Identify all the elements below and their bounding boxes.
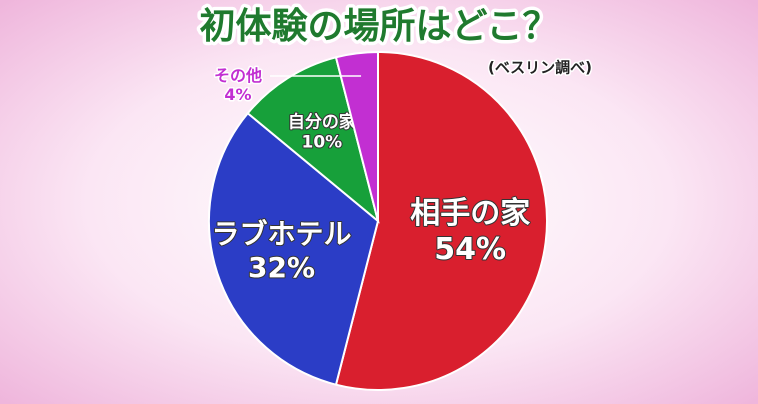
pie-slice xyxy=(334,50,379,222)
pie-slice xyxy=(334,50,548,391)
slice-label: 相手の家 xyxy=(410,196,530,231)
pie-slice xyxy=(246,56,380,224)
value-label: 4% xyxy=(224,85,251,104)
value-label: 32% xyxy=(248,251,315,284)
slice-label: 自分の家 xyxy=(288,111,356,132)
slice-label: その他 xyxy=(214,66,262,85)
value-label: 54% xyxy=(434,232,506,267)
pie-slice xyxy=(207,111,380,386)
chart-title: 初体験の場所はどこ？ xyxy=(200,6,559,47)
slice-label: ラブホテル xyxy=(212,218,352,251)
value-label: 10% xyxy=(302,133,343,153)
chart-subtitle: (ベスリン調べ) xyxy=(488,59,592,77)
